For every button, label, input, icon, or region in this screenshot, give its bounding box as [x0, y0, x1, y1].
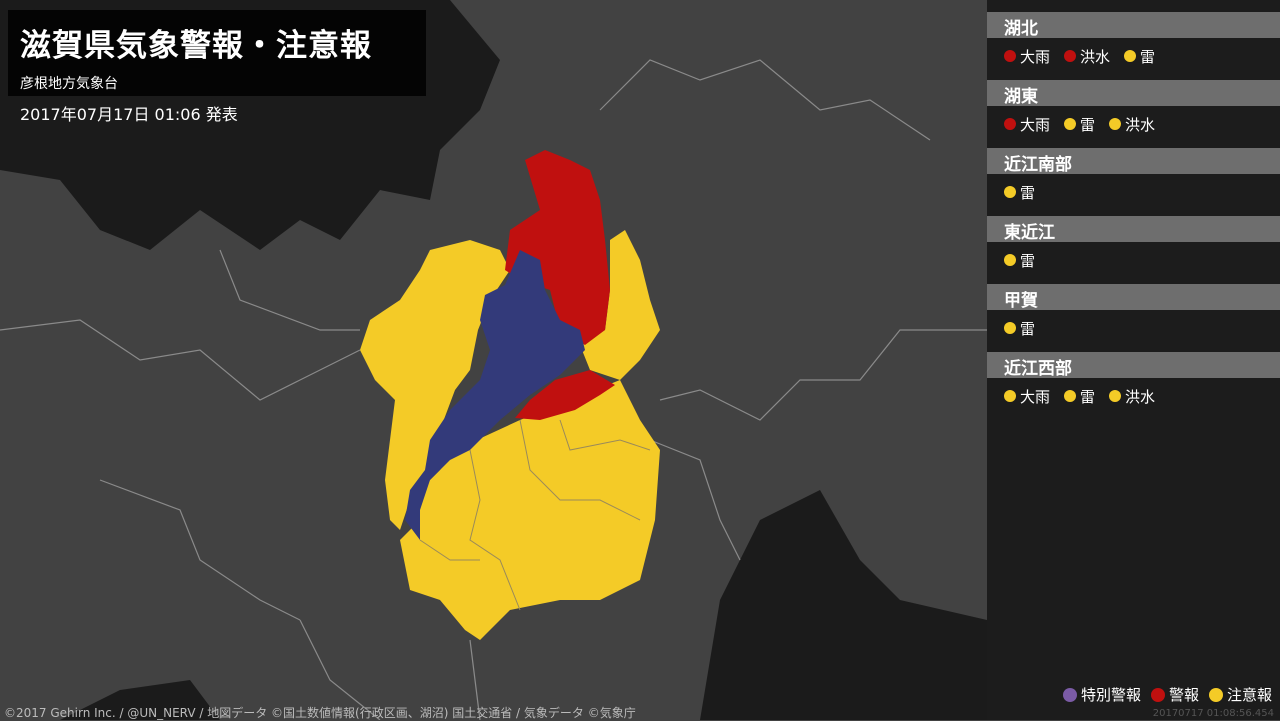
warning-list: 雷: [987, 310, 1280, 340]
warning-label: 洪水: [1080, 47, 1111, 66]
warning-list: 雷: [987, 242, 1280, 272]
warning-item: 雷: [1004, 248, 1035, 272]
warning-item: 大雨: [1004, 112, 1050, 136]
legend-label: 特別警報: [1080, 686, 1141, 704]
legend-dot-icon: [1208, 687, 1223, 702]
status-dot-icon: [1064, 390, 1077, 402]
status-dot-icon: [1004, 118, 1016, 130]
status-dot-icon: [1109, 118, 1122, 130]
warning-label: 雷: [1080, 115, 1096, 134]
warning-list: 大雨 雷 洪水: [987, 106, 1280, 136]
sea-south: [700, 490, 987, 720]
area-name: 甲賀: [987, 284, 1280, 311]
area-4[interactable]: 甲賀雷: [987, 284, 1280, 340]
warning-item: 大雨: [1004, 44, 1050, 68]
area-5[interactable]: 近江西部大雨 雷 洪水: [987, 352, 1280, 408]
warning-label: 大雨: [1020, 115, 1051, 134]
area-0[interactable]: 湖北大雨 洪水 雷: [987, 12, 1280, 68]
warning-item: 洪水: [1109, 112, 1155, 136]
legend: 特別警報 警報 注意報: [1062, 684, 1272, 705]
area-2[interactable]: 近江南部雷: [987, 148, 1280, 204]
warning-item: 雷: [1064, 384, 1095, 408]
status-dot-icon: [1064, 118, 1077, 130]
status-dot-icon: [1004, 50, 1016, 62]
warning-panel: 湖北 大雨 洪水雷湖東 大雨雷洪水 近江南部雷東近江雷甲賀雷近江西部 大雨雷洪水: [987, 0, 1280, 720]
warning-item: 雷: [1004, 180, 1035, 204]
prefecture-borders: [0, 59, 987, 720]
warning-label: 雷: [1140, 47, 1156, 66]
sea-southwest: [60, 680, 220, 720]
warning-list: 雷: [987, 174, 1280, 204]
legend-item: 注意報: [1208, 684, 1272, 705]
office-name: 彦根地方気象台: [20, 76, 118, 92]
issued-time: 2017年07月17日 01:06 発表: [20, 105, 238, 124]
credit: ©2017 Gehirn Inc. / @UN_NERV / 地図データ ©国土…: [4, 706, 636, 720]
warning-label: 雷: [1020, 251, 1036, 270]
warning-label: 洪水: [1125, 115, 1156, 134]
status-dot-icon: [1004, 390, 1016, 402]
area-name: 近江西部: [987, 352, 1280, 379]
area-3[interactable]: 東近江雷: [987, 216, 1280, 272]
legend-label: 警報: [1168, 686, 1199, 704]
warning-label: 洪水: [1125, 387, 1156, 406]
warning-item: 洪水: [1064, 44, 1110, 68]
warning-list: 大雨 洪水 雷: [987, 38, 1280, 68]
warning-item: 大雨: [1004, 384, 1050, 408]
municipal-borders: [419, 419, 651, 611]
legend-dot-icon: [1150, 687, 1165, 702]
area-name: 近江南部: [987, 148, 1280, 175]
timestamp: 20170717 01:08:56.454: [1152, 708, 1274, 719]
title-box: 滋賀県気象警報・注意報 彦根地方気象台: [8, 10, 426, 96]
warning-label: 雷: [1080, 387, 1096, 406]
region-kinki-west-advisory[interactable]: [360, 240, 510, 530]
status-dot-icon: [1124, 50, 1137, 62]
region-kotou-warning[interactable]: [515, 370, 615, 420]
warning-label: 雷: [1020, 319, 1036, 338]
region-kohoku-warning[interactable]: [505, 150, 610, 345]
region-kotou-advisory[interactable]: [578, 230, 660, 380]
warning-item: 雷: [1064, 112, 1095, 136]
warning-label: 雷: [1020, 183, 1036, 202]
warning-label: 大雨: [1020, 47, 1051, 66]
page-title: 滋賀県気象警報・注意報: [20, 28, 372, 64]
warning-item: 雷: [1124, 44, 1155, 68]
area-name: 東近江: [987, 216, 1280, 243]
area-name: 湖北: [987, 12, 1280, 39]
warning-label: 大雨: [1020, 387, 1051, 406]
warning-list: 大雨 雷 洪水: [987, 378, 1280, 408]
status-dot-icon: [1004, 254, 1016, 266]
status-dot-icon: [1064, 50, 1077, 62]
warning-item: 雷: [1004, 316, 1035, 340]
warning-item: 洪水: [1109, 384, 1155, 408]
legend-item: 警報: [1150, 684, 1199, 705]
area-1[interactable]: 湖東大雨 雷 洪水: [987, 80, 1280, 136]
status-dot-icon: [1004, 186, 1016, 198]
status-dot-icon: [1109, 390, 1122, 402]
lake-biwa: [405, 250, 585, 540]
legend-item: 特別警報: [1062, 684, 1141, 705]
legend-label: 注意報: [1226, 686, 1272, 704]
legend-dot-icon: [1062, 687, 1077, 702]
area-name: 湖東: [987, 80, 1280, 107]
status-dot-icon: [1004, 322, 1016, 334]
